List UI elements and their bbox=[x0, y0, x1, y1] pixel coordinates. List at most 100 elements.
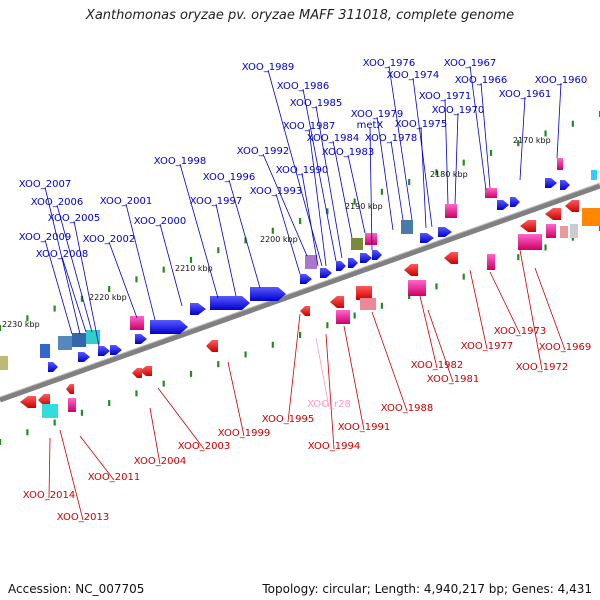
minus-gene-box bbox=[518, 234, 542, 250]
minus-gene-arrow bbox=[206, 340, 218, 352]
lower-tick-mark bbox=[462, 273, 465, 280]
minus-gene-label: XOO_2013 bbox=[57, 512, 109, 523]
minus-gene-label-leader bbox=[371, 311, 408, 412]
plus-gene-arrow bbox=[320, 268, 332, 278]
plus-gene-label: XOO_1975 bbox=[395, 119, 447, 130]
minus-gene-label: XOO_1988 bbox=[381, 403, 433, 414]
plus-gene-arrow bbox=[190, 303, 206, 315]
minus-gene-label-leader bbox=[157, 387, 205, 450]
minus-gene-label-leader bbox=[48, 437, 51, 499]
upper-tick-mark bbox=[571, 120, 574, 127]
genome-title: Xanthomonas oryzae pv. oryzae MAFF 31101… bbox=[85, 8, 515, 23]
minus-gene-label: XOO_1972 bbox=[516, 362, 568, 373]
plus-gene-label-leader bbox=[444, 98, 449, 205]
plus-gene-label-leader bbox=[262, 153, 308, 257]
minus-gene-label-leader bbox=[469, 269, 488, 350]
plus-gene-label-leader bbox=[454, 112, 459, 205]
plus-gene-label: XOO_2007 bbox=[19, 179, 71, 190]
plus-gene-label: XOO_2000 bbox=[134, 216, 186, 227]
plus-gene-label-leader bbox=[388, 65, 413, 221]
plus-gene-label: XOO_1970 bbox=[432, 105, 484, 116]
plus-gene-label-leader bbox=[556, 82, 562, 159]
upper-tick-mark bbox=[435, 169, 438, 176]
lower-tick-mark bbox=[162, 380, 165, 387]
minus-gene-label-leader bbox=[534, 267, 566, 351]
lower-tick-mark bbox=[135, 390, 138, 397]
minus-gene-arrow bbox=[66, 384, 74, 394]
plus-gene-arrow bbox=[150, 320, 188, 334]
plus-gene-label-leader bbox=[376, 116, 394, 231]
plus-gene-arrow bbox=[210, 296, 250, 310]
plus-gene-label-leader bbox=[519, 96, 526, 181]
minus-gene-label-leader bbox=[227, 361, 245, 437]
minus-gene-box bbox=[582, 208, 600, 226]
plus-gene-label-leader bbox=[73, 220, 100, 347]
lower-tick-mark bbox=[299, 332, 302, 338]
scale-label: 2210 kbp bbox=[175, 264, 213, 273]
minus-gene-box bbox=[360, 298, 376, 310]
plus-gene-box bbox=[445, 204, 457, 218]
plus-gene-arrow bbox=[135, 334, 147, 344]
plus-gene-arrow bbox=[98, 346, 110, 356]
plus-gene-label-leader bbox=[228, 179, 261, 289]
plus-gene-arrow bbox=[110, 345, 122, 355]
plus-gene-label: XOO_1992 bbox=[237, 146, 289, 157]
upper-tick-mark bbox=[271, 227, 274, 234]
upper-tick-mark bbox=[244, 237, 247, 244]
plus-gene-label-leader bbox=[301, 172, 319, 267]
lower-tick-mark bbox=[0, 439, 2, 445]
plus-gene-label: XOO_1979 bbox=[351, 109, 403, 120]
upper-tick-mark bbox=[380, 188, 384, 195]
plus-gene-arrow bbox=[336, 261, 346, 271]
minus-gene-arrow bbox=[38, 394, 50, 406]
minus-gene-label: XOO_1994 bbox=[308, 441, 360, 452]
plus-gene-label-leader bbox=[44, 239, 73, 335]
upper-tick-mark bbox=[162, 266, 165, 273]
minus-gene-arrow bbox=[565, 200, 579, 212]
minus-gene-box bbox=[68, 398, 76, 412]
upper-tick-mark bbox=[489, 149, 493, 156]
plus-gene-box bbox=[591, 170, 597, 180]
plus-gene-label-leader bbox=[347, 154, 366, 234]
minus-gene-label: XOO_2014 bbox=[23, 490, 75, 501]
lower-tick-mark bbox=[517, 254, 520, 261]
plus-gene-box bbox=[365, 233, 377, 245]
minus-gene-label: XOO_1981 bbox=[427, 374, 479, 385]
plus-gene-box bbox=[58, 336, 72, 350]
minus-gene-box bbox=[546, 224, 556, 238]
minus-gene-label-leader bbox=[325, 333, 335, 450]
minus-gene-box bbox=[487, 254, 495, 270]
plus-gene-label: XOO_2001 bbox=[100, 196, 152, 207]
plus-gene-label: XOO_1983 bbox=[322, 147, 374, 158]
plus-gene-label: XOO_1974 bbox=[387, 70, 439, 81]
plus-gene-arrow bbox=[497, 200, 509, 210]
plus-gene-label: XOO_1998 bbox=[154, 156, 206, 167]
scale-label: 2230 kbp bbox=[2, 320, 40, 329]
minus-gene-label-leader bbox=[59, 429, 84, 521]
upper-tick-mark bbox=[135, 276, 138, 283]
scale-label: 2170 kbp bbox=[513, 136, 551, 145]
plus-gene-arrow bbox=[300, 274, 312, 284]
plus-gene-label: XOO_1978 bbox=[365, 133, 417, 144]
scale-label: 2200 kbp bbox=[260, 235, 298, 244]
plus-gene-label: XOO_1996 bbox=[203, 172, 255, 183]
plus-gene-label-leader bbox=[390, 140, 404, 221]
plus-gene-label: XOO_1984 bbox=[307, 133, 359, 144]
accession-text: Accession: NC_007705 bbox=[8, 582, 145, 596]
minus-gene-arrow bbox=[545, 208, 561, 220]
minus-gene-arrow bbox=[330, 296, 344, 308]
upper-tick-mark bbox=[217, 247, 220, 254]
minus-gene-arrow bbox=[300, 306, 310, 316]
plus-gene-label: XOO_2009 bbox=[19, 232, 71, 243]
plus-gene-label: metX bbox=[357, 120, 384, 131]
minus-gene-box bbox=[356, 286, 372, 300]
minus-gene-label: XOO_1977 bbox=[461, 341, 513, 352]
minus-gene-label: XOO_1995 bbox=[262, 414, 314, 425]
scale-label: 2220 kbp bbox=[89, 293, 127, 302]
lower-tick-mark bbox=[435, 283, 438, 290]
plus-gene-arrow bbox=[48, 362, 58, 372]
minus-gene-label: XOO_2003 bbox=[178, 441, 230, 452]
plus-gene-arrow bbox=[250, 287, 286, 301]
upper-tick-mark bbox=[326, 208, 329, 215]
minus-gene-box bbox=[408, 280, 426, 296]
